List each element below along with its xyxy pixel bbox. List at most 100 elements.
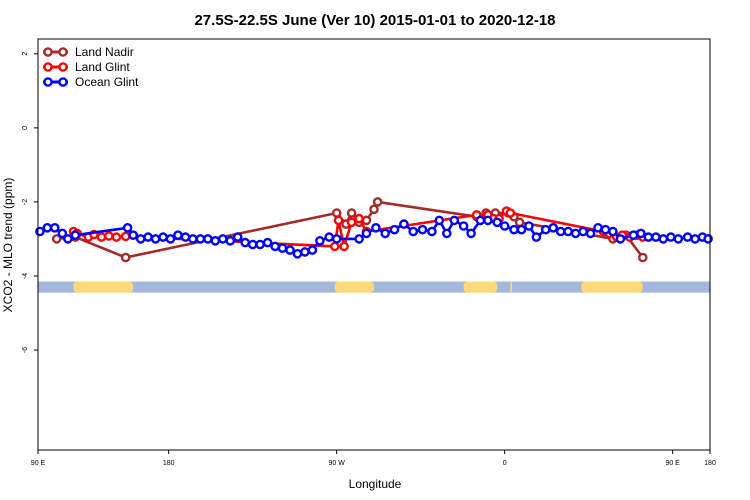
data-point [247,239,258,250]
data-point [173,230,183,240]
data-point [324,232,335,242]
legend-entry-ocean-glint: Ocean Glint [43,75,139,89]
data-point [50,222,60,233]
data-point [399,219,409,229]
data-point [240,237,250,248]
data-point [135,234,146,244]
data-point [371,222,381,233]
data-point [651,232,661,242]
y-tick-label: -2 [22,199,29,205]
data-point [120,231,131,242]
data-point [389,224,400,235]
data-point [417,224,428,235]
land-segment [334,281,374,293]
legend: Land Nadir Land Glint Ocean Glint [43,45,139,89]
data-point [361,228,372,239]
data-point [570,228,581,239]
y-axis-label: XCO2 - MLO trend (ppm) [1,178,15,313]
data-point [703,234,713,244]
data-point [300,247,310,257]
data-point [492,217,503,228]
data-point [682,232,693,242]
data-point [195,234,206,244]
x-tick-label: 90 E [31,460,46,467]
data-point [372,197,383,207]
data-point [339,241,349,252]
data-point [615,234,626,244]
data-point [593,222,603,233]
data-point [636,228,646,239]
data-point [408,226,419,237]
data-point [104,231,114,241]
legend-marker [43,77,53,87]
data-point [499,221,510,231]
data-point [203,234,213,244]
data-point [380,228,391,239]
data-point [600,224,611,235]
data-point [120,252,131,263]
series-ocean-glint [35,215,713,259]
legend-marker [43,47,53,57]
data-point [531,232,542,242]
data-point [585,228,596,239]
legend-marker [58,62,68,72]
data-point [514,217,525,228]
x-tick-label: 180 [163,460,175,467]
data-point [329,241,340,252]
x-tick-label: 90 W [328,460,345,467]
data-point [509,224,519,235]
land-segment [510,281,513,293]
legend-label-land-glint: Land Glint [75,60,130,74]
data-point [475,215,486,226]
chart-title: 27.5S-22.5S June (Ver 10) 2015-01-01 to … [194,12,555,29]
data-point [563,226,573,237]
data-point [63,234,73,244]
data-point [262,237,273,248]
data-point [111,232,122,242]
data-point [578,226,588,237]
series-layer [35,197,713,263]
data-point [315,235,325,246]
data-point [96,232,107,242]
land-segment [73,281,134,293]
data-point [555,226,566,237]
data-point [225,235,236,246]
data-point [307,245,318,255]
legend-marker [58,77,68,87]
legend-label-ocean-glint: Ocean Glint [75,75,139,89]
data-point [434,215,445,226]
data-point [540,224,551,235]
data-point [188,234,198,244]
data-point [35,226,45,237]
data-point [285,245,295,255]
data-point [354,234,364,244]
data-point [505,208,516,218]
data-point [346,217,357,228]
x-tick-label: 180 [704,460,716,467]
land-ocean-band [38,281,710,293]
data-point [628,230,639,240]
data-point [292,248,303,259]
land-segment [581,281,643,293]
data-point [180,232,191,242]
x-tick-label: 90 E [665,460,680,467]
data-point [331,234,342,244]
data-point [70,230,81,240]
data-point [673,234,684,244]
data-point [441,228,452,239]
legend-marker [58,47,68,57]
data-point [427,226,437,237]
data-point [361,215,372,226]
data-point [143,232,153,242]
data-point [122,222,133,233]
y-tick-label: -6 [22,347,29,353]
data-point [210,235,221,246]
y-tick-label: 2 [22,52,29,56]
y-tick-label: -4 [22,273,29,279]
data-point [354,213,364,224]
data-point [277,243,288,253]
data-point [466,228,476,239]
data-point [333,215,344,226]
data-point [346,208,357,218]
data-point [690,234,700,244]
